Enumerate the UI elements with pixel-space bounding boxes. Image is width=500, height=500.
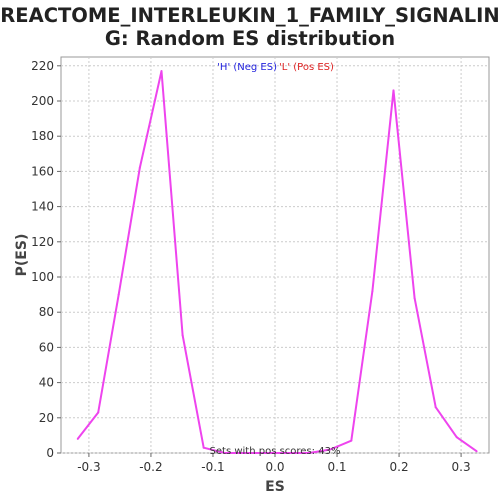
legend-entry-pos-es: 'L' (Pos ES) xyxy=(279,62,334,73)
data-point xyxy=(160,70,163,73)
y-tick-label: 40 xyxy=(39,376,54,390)
legend-entry-neg-es: 'H' (Neg ES) xyxy=(217,62,277,73)
data-point xyxy=(287,452,290,454)
y-tick-label: 200 xyxy=(31,94,54,108)
y-axis-label: P(ES) xyxy=(14,234,30,277)
series-line xyxy=(76,70,478,454)
chart-title-line-2: G: Random ES distribution xyxy=(105,27,395,50)
legend: 'H' (Neg ES) 'L' (Pos ES) xyxy=(217,62,334,73)
y-tick-label: 160 xyxy=(31,164,54,178)
x-tick-label: 0.1 xyxy=(327,460,346,474)
data-point xyxy=(455,436,458,439)
x-tick-label: 0.0 xyxy=(265,460,284,474)
data-point xyxy=(76,437,79,440)
axis-ticks: -0.3 -0.2 -0.1 0.0 0.1 0.2 0.3 0 20 40 60 80 100 120 1… xyxy=(31,59,471,474)
data-point xyxy=(138,166,141,169)
y-tick-label: 80 xyxy=(39,305,54,319)
data-point xyxy=(181,334,184,337)
data-point xyxy=(475,450,478,453)
y-tick-label: 120 xyxy=(31,235,54,249)
data-point xyxy=(350,439,353,442)
y-tick-label: 180 xyxy=(31,129,54,143)
x-tick-label: 0.3 xyxy=(452,460,471,474)
pos-scores-annotation: Sets with pos scores: 43% xyxy=(210,446,341,457)
data-point xyxy=(413,297,416,300)
series-layer xyxy=(76,70,478,454)
data-point xyxy=(117,293,120,296)
data-point xyxy=(244,452,247,454)
data-point xyxy=(223,452,226,454)
x-tick-label: -0.2 xyxy=(139,460,162,474)
x-tick-label: -0.1 xyxy=(201,460,224,474)
data-point xyxy=(329,448,332,451)
x-tick-label: -0.3 xyxy=(77,460,100,474)
data-point xyxy=(434,406,437,409)
chart-title-line-1: REACTOME_INTERLEUKIN_1_FAMILY_SIGNALIN xyxy=(0,4,499,27)
data-point xyxy=(371,290,374,293)
y-tick-label: 60 xyxy=(39,340,54,354)
data-point xyxy=(308,452,311,454)
data-point xyxy=(202,446,205,449)
data-point xyxy=(392,89,395,92)
data-point xyxy=(97,411,100,414)
data-point xyxy=(265,452,268,454)
x-axis-label: ES xyxy=(265,479,285,495)
grid-lines xyxy=(61,57,489,454)
y-tick-label: 20 xyxy=(39,411,54,425)
y-tick-label: 100 xyxy=(31,270,54,284)
y-tick-label: 220 xyxy=(31,59,54,73)
y-tick-label: 0 xyxy=(46,446,54,460)
y-tick-label: 140 xyxy=(31,200,54,214)
x-tick-label: 0.2 xyxy=(390,460,409,474)
